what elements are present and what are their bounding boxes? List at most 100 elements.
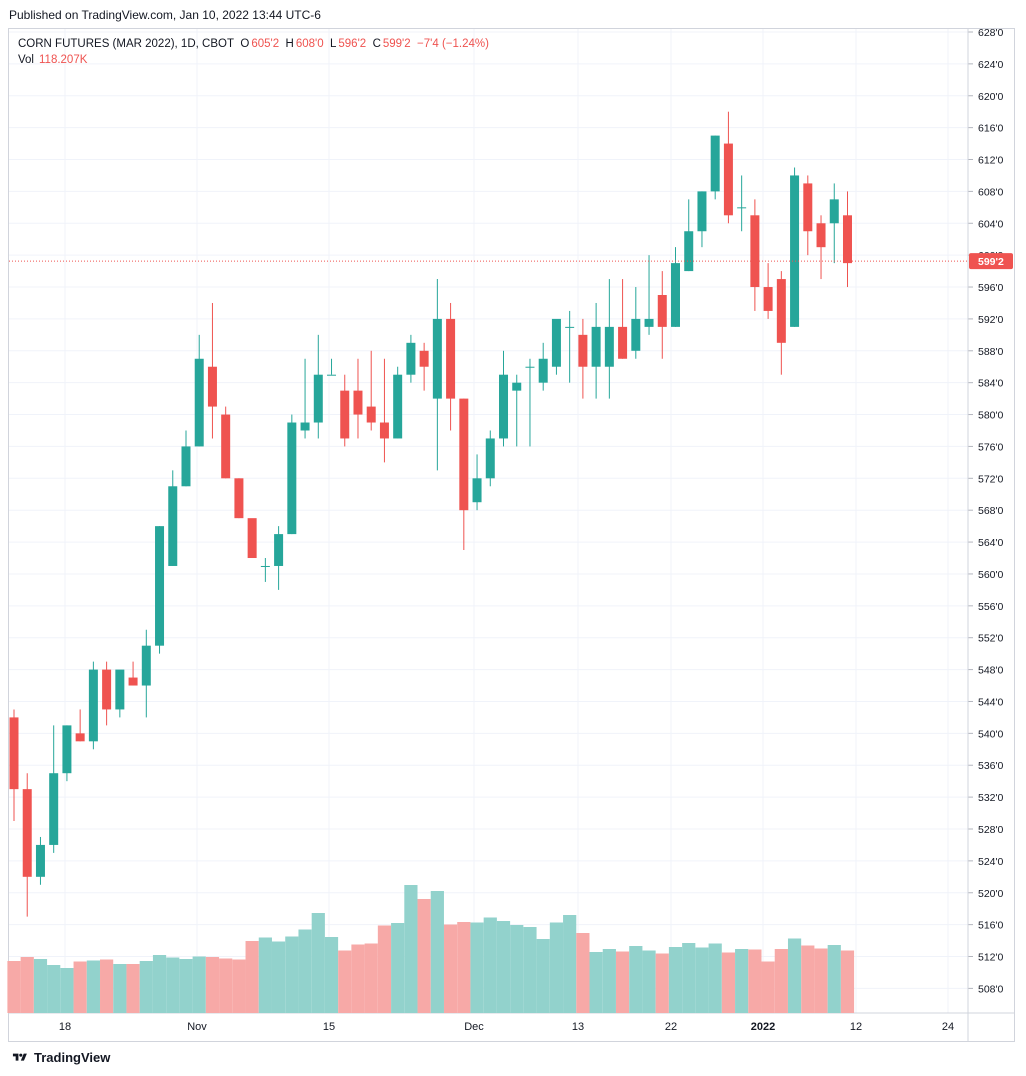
volume-bar	[377, 925, 392, 1013]
candle-body	[181, 446, 191, 487]
candle-body	[274, 534, 284, 566]
volume-bar	[258, 937, 272, 1013]
volume-bar	[245, 941, 259, 1013]
volume-bar	[430, 891, 444, 1013]
y-axis-tick-label: 624'0	[978, 59, 1004, 71]
volume-bar	[152, 955, 167, 1013]
volume-bar	[457, 922, 471, 1013]
volume-bar	[589, 952, 603, 1013]
volume-bar	[20, 957, 34, 1013]
volume-bar	[549, 922, 564, 1013]
volume-bar	[721, 952, 736, 1013]
candle-body	[327, 374, 337, 376]
candle-body	[472, 478, 482, 503]
candle-body	[406, 342, 416, 375]
candle-body	[313, 374, 323, 423]
y-axis-tick-label: 612'0	[978, 155, 1004, 167]
volume-bar	[324, 937, 339, 1013]
y-axis-tick-label: 516'0	[978, 920, 1004, 932]
candle-body	[512, 382, 522, 391]
tradingview-footer[interactable]: TradingView	[10, 1050, 110, 1065]
close-label: C	[372, 38, 381, 50]
y-axis-tick-label: 568'0	[978, 505, 1004, 517]
y-axis-tick-label: 524'0	[978, 856, 1004, 868]
volume-bar	[443, 924, 458, 1013]
y-axis-tick-label: 608'0	[978, 186, 1004, 198]
candle-body	[62, 725, 72, 774]
candle-body	[737, 207, 747, 209]
candle-body	[22, 789, 32, 877]
volume-bar	[33, 959, 48, 1013]
candle-body	[551, 318, 561, 367]
candle-body	[723, 143, 733, 216]
candle-body	[538, 358, 548, 383]
y-axis-tick-label: 548'0	[978, 665, 1004, 677]
volume-bar	[708, 943, 722, 1013]
symbol-title[interactable]: CORN FUTURES (MAR 2022), 1D, CBOT	[18, 38, 234, 50]
volume-bar	[774, 949, 788, 1013]
candle-body	[499, 374, 509, 439]
last-price-label: 599'2	[978, 256, 1004, 268]
y-axis-tick-label: 528'0	[978, 824, 1004, 836]
y-axis-tick-label: 580'0	[978, 410, 1004, 422]
candle-body	[419, 350, 429, 367]
candle-body	[287, 422, 297, 535]
y-axis-tick-label: 620'0	[978, 91, 1004, 103]
volume-bar	[682, 943, 696, 1013]
y-axis-tick-label: 536'0	[978, 760, 1004, 772]
candle-body	[247, 518, 257, 559]
published-header: Published on TradingView.com, Jan 10, 20…	[9, 8, 321, 22]
volume-bar	[827, 945, 841, 1013]
candle-body	[671, 263, 680, 327]
candle-body	[710, 135, 720, 192]
x-axis-tick-label: Dec	[464, 1021, 484, 1033]
volume-bar	[695, 947, 709, 1013]
candle-body	[155, 526, 165, 646]
volume-bar	[298, 929, 312, 1013]
volume-bar	[311, 913, 325, 1013]
chart-frame[interactable]	[8, 28, 1015, 1042]
volume-bar	[523, 927, 537, 1013]
volume-bar	[166, 957, 180, 1013]
volume-bar	[391, 923, 405, 1013]
open-value: 605'2	[251, 38, 280, 50]
volume-bar	[100, 959, 114, 1013]
y-axis-tick-label: 520'0	[978, 888, 1004, 900]
tradingview-logo-icon	[12, 1053, 27, 1061]
volume-bar	[735, 949, 749, 1013]
y-axis-tick-label: 596'0	[978, 282, 1004, 294]
volume-bar	[668, 947, 683, 1013]
volume-bar	[510, 925, 524, 1013]
candle-body	[35, 844, 45, 877]
y-axis-tick-label: 584'0	[978, 378, 1004, 390]
candle-body	[300, 422, 310, 431]
candle-body	[697, 191, 707, 232]
y-axis-tick-label: 592'0	[978, 314, 1004, 326]
volume-bar	[814, 948, 828, 1013]
volume-bar	[338, 950, 352, 1013]
y-axis-tick-label: 544'0	[978, 696, 1004, 708]
low-label: L	[329, 38, 337, 50]
volume-bar	[86, 960, 100, 1013]
volume-bar	[351, 944, 365, 1013]
candle-body	[49, 773, 59, 845]
high-label: H	[285, 38, 294, 50]
candle-body	[446, 318, 456, 399]
volume-bar	[417, 899, 431, 1013]
candle-body	[393, 374, 403, 439]
x-axis-tick-label: 15	[323, 1021, 335, 1033]
volume-bar	[179, 959, 193, 1013]
volume-bar	[7, 961, 21, 1013]
y-axis-tick-label: 540'0	[978, 728, 1004, 740]
volume-bar	[232, 959, 246, 1013]
y-axis-tick-label: 604'0	[978, 218, 1004, 230]
candle-body	[829, 199, 839, 224]
volume-bar	[205, 957, 220, 1013]
volume-bar	[576, 933, 590, 1013]
volume-bar	[126, 964, 140, 1013]
volume-label[interactable]: Vol	[18, 54, 34, 66]
volume-bar	[470, 922, 484, 1013]
volume-bar	[285, 936, 299, 1013]
candle-body	[578, 334, 588, 367]
